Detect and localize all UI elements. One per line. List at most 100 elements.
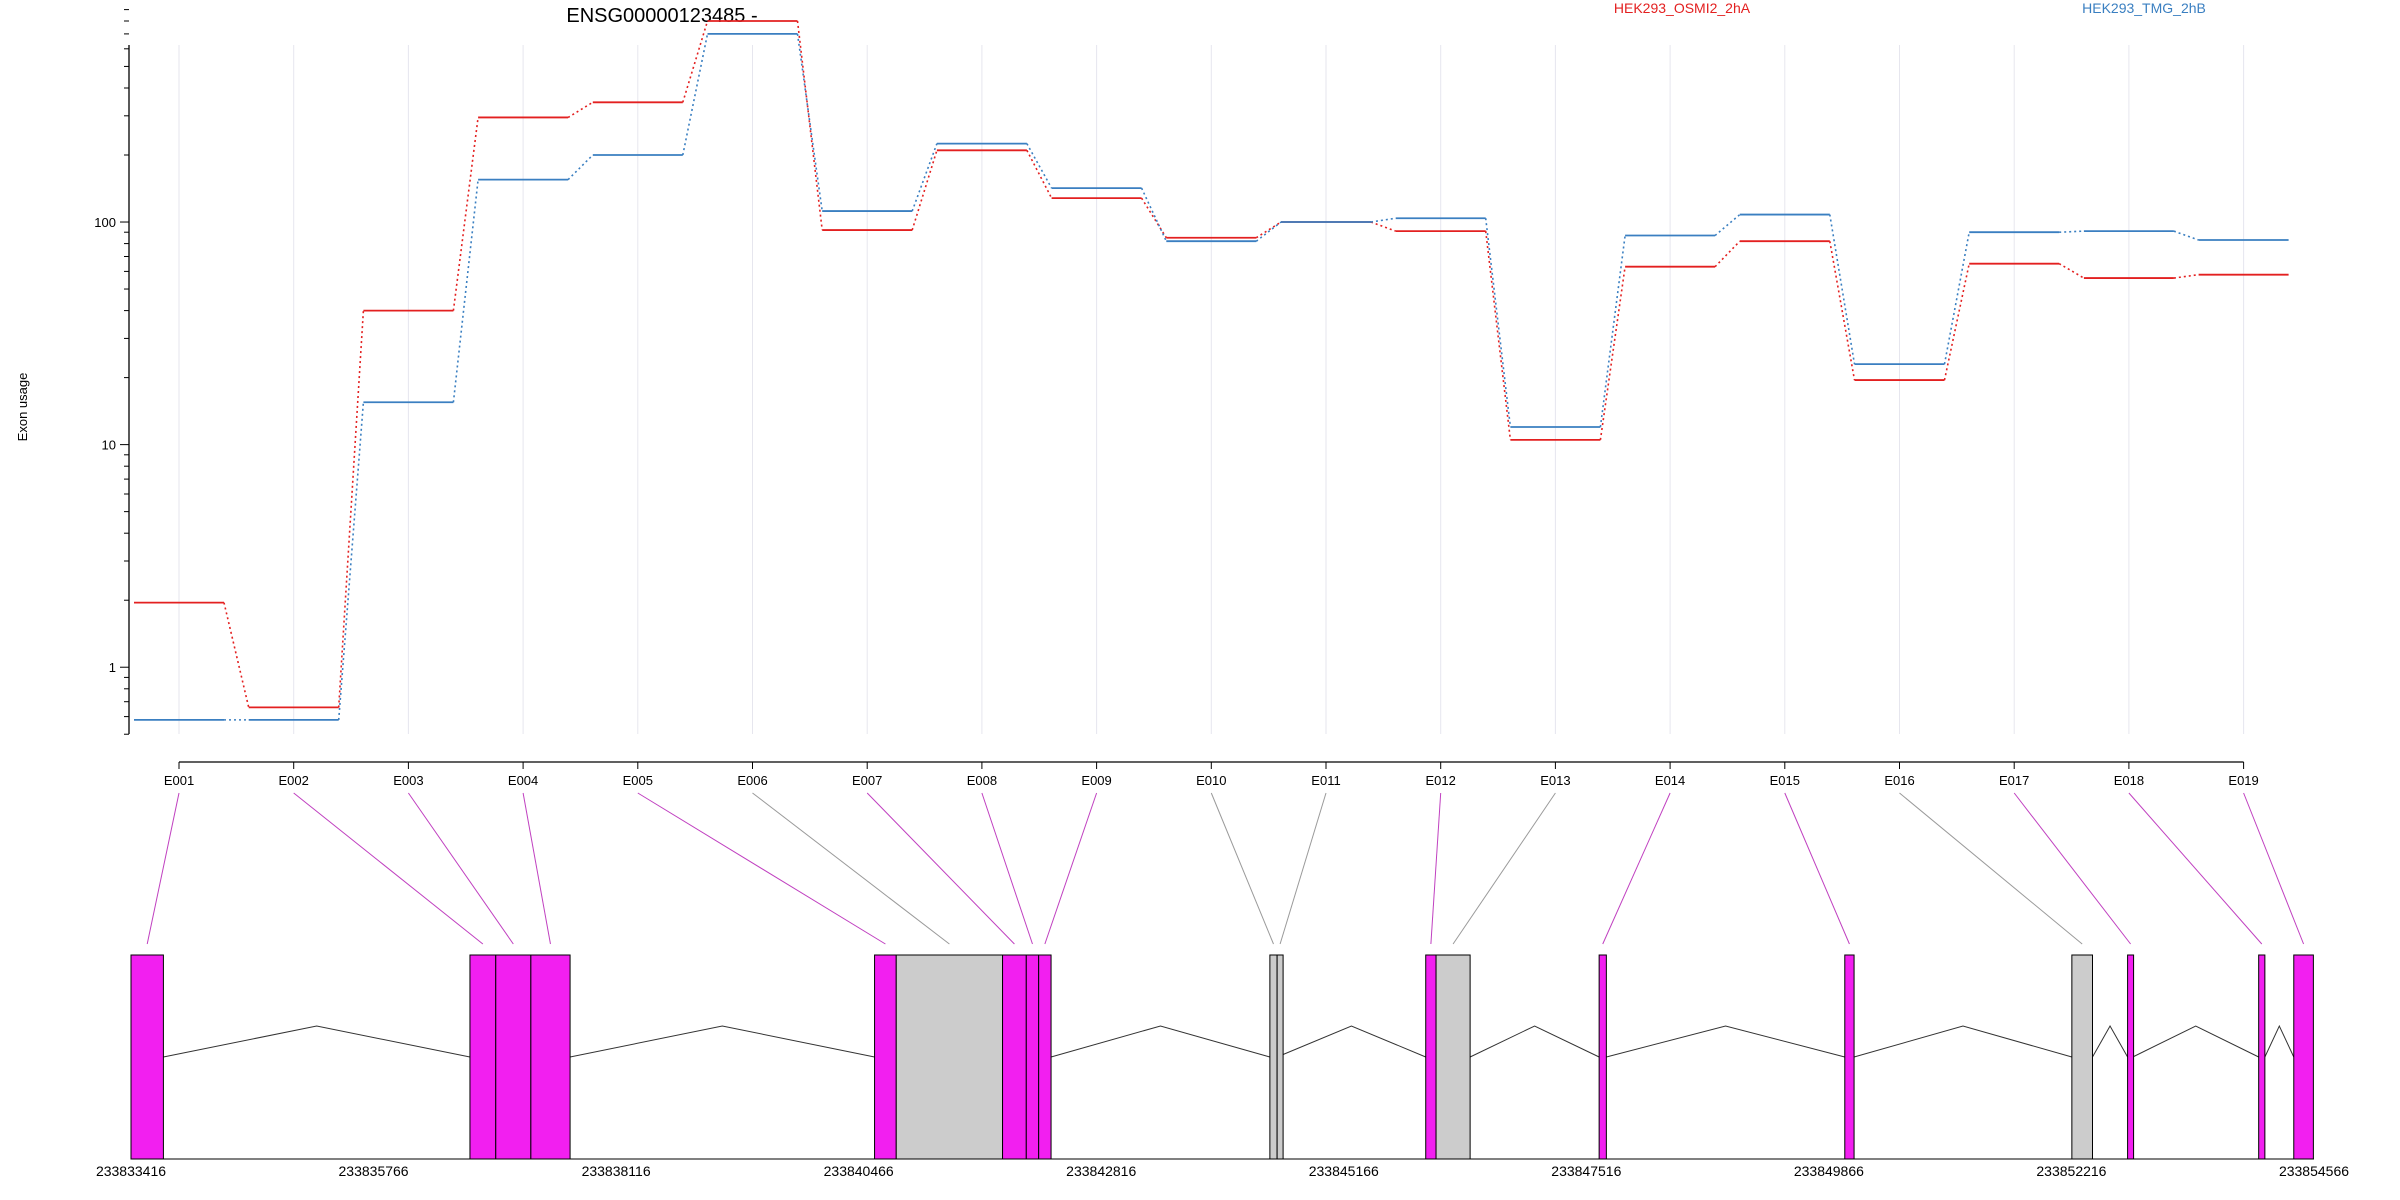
series-transition — [1714, 213, 1741, 237]
intron-line — [1276, 1025, 1426, 1058]
series-transition — [2058, 262, 2085, 279]
exon-box-e005 — [874, 954, 897, 1160]
series-transition — [2173, 273, 2199, 279]
x-tick-label-e018: E018 — [2114, 773, 2144, 788]
chart-title: ENSG00000123485 - — [566, 5, 757, 27]
genomic-coordinate-label: 233849866 — [1794, 1163, 1864, 1179]
x-tick-label-e006: E006 — [737, 773, 767, 788]
series-transition — [2173, 230, 2199, 241]
genomic-coordinate-label: 233840466 — [824, 1163, 894, 1179]
connector-e009 — [1044, 792, 1098, 945]
series-transition — [1599, 266, 1626, 441]
genomic-coordinate-label: 233847516 — [1551, 1163, 1621, 1179]
exon-box-e015 — [1844, 954, 1855, 1160]
series-sample-b — [134, 33, 2289, 721]
x-tick-label-e004: E004 — [508, 773, 538, 788]
connector-e003 — [407, 792, 514, 945]
series-lines — [134, 20, 2289, 721]
x-tick-label-e016: E016 — [1884, 773, 1914, 788]
connector-e018 — [2128, 792, 2263, 945]
series-transition — [1714, 240, 1741, 268]
series-transition — [1026, 143, 1053, 189]
exon-box-e007 — [1002, 954, 1027, 1160]
genomic-coordinate-label: 233838116 — [582, 1163, 651, 1179]
y-tick-label: 1 — [109, 660, 116, 675]
exon-box-e011 — [1276, 954, 1284, 1160]
connector-e001 — [146, 792, 180, 945]
series-transition — [796, 20, 823, 231]
series-transition — [1829, 241, 1856, 381]
x-tick-label-e002: E002 — [279, 773, 309, 788]
series-transition — [1599, 235, 1626, 428]
intron-line — [1469, 1025, 1600, 1058]
series-transition — [911, 150, 938, 231]
gene-model: 233833416 233835766 233838116 233840466 2338… — [96, 954, 2349, 1179]
connector-e012 — [1430, 792, 1442, 945]
connector-e010 — [1210, 792, 1274, 945]
exon-connectors — [146, 792, 2305, 945]
connector-e016 — [1899, 792, 2083, 945]
connector-e015 — [1784, 792, 1850, 945]
series-transition — [2059, 230, 2084, 234]
connector-e019 — [2243, 792, 2305, 945]
exon-box-e009 — [1038, 954, 1052, 1160]
y-tick-label: 100 — [94, 215, 116, 230]
intron-line — [2092, 1024, 2129, 1058]
series-transition — [337, 402, 365, 720]
series-transition — [567, 101, 594, 119]
series-transition — [796, 33, 823, 212]
vertical-grid — [178, 45, 2245, 734]
series-sample-a — [134, 20, 2289, 709]
intron-line — [1606, 1025, 1845, 1058]
genomic-coordinate-label: 233854566 — [2279, 1163, 2349, 1179]
series-transition — [1140, 197, 1167, 239]
series-transition — [1943, 232, 1970, 365]
connector-e004 — [522, 792, 551, 945]
genomic-coordinate-label: 233845166 — [1309, 1163, 1379, 1179]
series-transition — [682, 33, 709, 156]
exon-box-e016 — [2071, 954, 2094, 1160]
genomic-coordinate-label: 233852216 — [2036, 1163, 2106, 1179]
y-tick-label: 10 — [102, 438, 116, 453]
x-tick-label-e007: E007 — [852, 773, 882, 788]
series-transition — [337, 310, 365, 708]
intron-line — [1853, 1025, 2072, 1058]
series-transition — [1370, 217, 1396, 223]
x-tick-label-e001: E001 — [164, 773, 194, 788]
exon-box-e014 — [1598, 954, 1607, 1160]
legend-entry-sample-b: HEK293_TMG_2hB — [2082, 0, 2206, 16]
series-transition — [1829, 214, 1856, 365]
connector-e006 — [752, 792, 950, 945]
exon-box-e006 — [895, 954, 1004, 1160]
series-transition — [1484, 231, 1512, 440]
connector-e017 — [2013, 792, 2131, 945]
connector-e011 — [1279, 792, 1327, 945]
x-tick-label-e013: E013 — [1540, 773, 1570, 788]
x-tick-label-e005: E005 — [623, 773, 653, 788]
y-axis-label: Exon usage — [15, 373, 30, 442]
x-tick-label-e010: E010 — [1196, 773, 1226, 788]
series-transition — [1255, 221, 1282, 242]
x-tick-label-e011: E011 — [1311, 773, 1340, 788]
connector-e008 — [981, 792, 1033, 945]
exon-box-e001 — [130, 954, 164, 1160]
series-transition — [223, 602, 250, 708]
connector-e002 — [293, 792, 484, 945]
exon-box-e017 — [2127, 954, 2135, 1160]
exon-box-e004 — [530, 954, 571, 1160]
connector-e007 — [866, 792, 1015, 945]
connector-e013 — [1452, 792, 1556, 945]
series-transition — [911, 143, 938, 212]
x-tick-label-e008: E008 — [967, 773, 997, 788]
series-transition — [1484, 218, 1512, 428]
x-tick-label-e019: E019 — [2228, 773, 2258, 788]
genomic-coordinate-label: 233835766 — [339, 1163, 409, 1179]
exon-box-e018 — [2258, 954, 2266, 1160]
exon-box-e002 — [469, 954, 497, 1160]
genomic-coordinate-label: 233842816 — [1066, 1163, 1136, 1179]
legend-entry-sample-a: HEK293_OSMI2_2hA — [1614, 0, 1751, 16]
intron-line — [2132, 1025, 2259, 1058]
series-transition — [567, 154, 594, 181]
x-tick-label-e014: E014 — [1655, 773, 1685, 788]
